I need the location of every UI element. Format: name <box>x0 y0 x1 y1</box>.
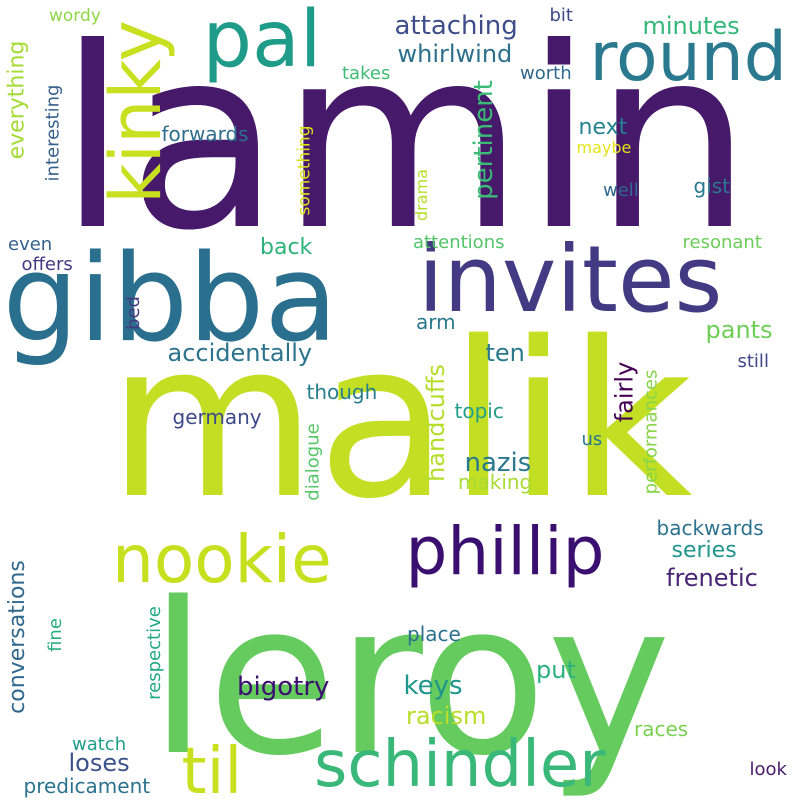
word-interesting: interesting <box>41 84 63 182</box>
word-gist: gist <box>693 174 731 198</box>
word-keys: keys <box>403 671 463 701</box>
word-though: though <box>306 380 378 404</box>
word-resonant: resonant <box>682 232 762 253</box>
word-races: races <box>634 717 689 741</box>
word-nazis: nazis <box>464 448 532 478</box>
word-round: round <box>589 18 787 97</box>
word-pertinent: pertinent <box>468 80 499 200</box>
word-everything: everything <box>3 40 29 160</box>
word-bed: bed <box>122 296 144 330</box>
word-loses: loses <box>68 749 130 777</box>
word-pants: pants <box>705 316 773 344</box>
word-accidentally: accidentally <box>167 339 313 367</box>
word-handcuffs: handcuffs <box>421 364 450 482</box>
word-maybe: maybe <box>576 138 632 157</box>
word-watch: watch <box>72 734 127 755</box>
word-something: something <box>294 124 315 216</box>
word-worth: worth <box>520 63 572 84</box>
word-frenetic: frenetic <box>666 564 758 592</box>
word-arm: arm <box>416 310 456 334</box>
word-next: next <box>578 115 628 140</box>
word-leroy: leroy <box>149 557 672 800</box>
word-conversations: conversations <box>4 560 30 714</box>
word-attentions: attentions <box>413 232 505 253</box>
word-making: making <box>458 470 533 494</box>
word-drama: drama <box>411 169 431 221</box>
word-bigotry: bigotry <box>237 672 330 702</box>
word-even: even <box>8 234 53 255</box>
word-predicament: predicament <box>23 774 151 798</box>
word-attaching: attaching <box>394 11 518 41</box>
word-lamin: lamin <box>58 0 753 285</box>
word-back: back <box>260 235 313 260</box>
word-well: well <box>603 180 639 201</box>
word-bit: bit <box>549 5 573 26</box>
word-respective: respective <box>143 606 165 700</box>
word-ten: ten <box>485 339 525 367</box>
word-phillip: phillip <box>405 513 605 590</box>
word-topic: topic <box>454 399 504 423</box>
word-pal: pal <box>202 0 322 85</box>
word-series: series <box>671 538 737 563</box>
word-kinky: kinky <box>94 20 177 204</box>
word-racism: racism <box>406 702 487 730</box>
word-minutes: minutes <box>642 12 740 40</box>
word-us: us <box>581 429 603 450</box>
word-fine: fine <box>44 618 66 652</box>
word-schindler: schindler <box>314 728 606 800</box>
word-offers: offers <box>21 254 73 275</box>
word-dialogue: dialogue <box>302 423 324 501</box>
word-til: til <box>181 735 243 800</box>
word-malik: malik <box>107 294 693 546</box>
word-backwards: backwards <box>656 516 764 540</box>
word-look: look <box>749 759 787 780</box>
word-forwards: forwards <box>161 122 249 146</box>
word-nookie: nookie <box>112 521 332 598</box>
word-gibba: gibba <box>2 230 338 369</box>
word-germany: germany <box>172 405 262 429</box>
word-place: place <box>407 622 461 646</box>
word-takes: takes <box>342 63 391 84</box>
word-whirlwind: whirlwind <box>397 40 513 68</box>
word-put: put <box>536 656 576 684</box>
word-invites: invites <box>418 226 723 333</box>
word-wordy: wordy <box>49 5 101 26</box>
word-performances: performances <box>639 369 661 495</box>
word-still: still <box>737 351 769 372</box>
word-fairly: fairly <box>609 361 638 423</box>
